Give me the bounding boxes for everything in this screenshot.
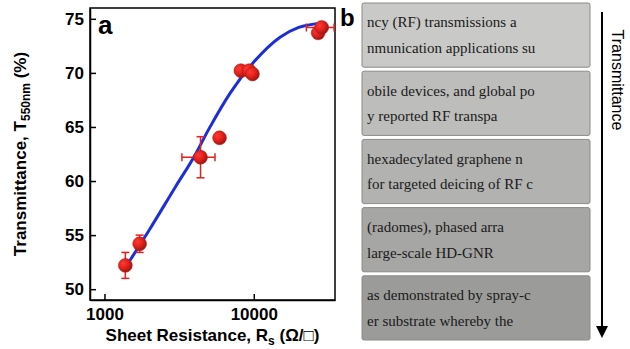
figure: 1000 10000 50 55 60 65 70 75 Sheet Resistance, R… xyxy=(0,0,630,349)
glass-slide: as demonstrated by spray-c er substrate w… xyxy=(362,276,590,340)
axis-title-part: (Ω/□) xyxy=(275,326,320,345)
y-tick-mark xyxy=(90,235,96,237)
panel-a: 1000 10000 50 55 60 65 70 75 Sheet Resistance, R… xyxy=(11,8,336,348)
x-tick-label: 1000 xyxy=(86,305,124,324)
y-tick-label: 50 xyxy=(65,280,84,299)
slide-body xyxy=(362,3,590,67)
slide-text: nmunication applications su xyxy=(367,40,536,56)
panel-b: ncy (RF) transmissions a nmunication appl… xyxy=(340,3,626,340)
y-error-cap xyxy=(121,278,129,280)
y-tick-mark xyxy=(90,289,96,291)
x-tick-label: 10000 xyxy=(231,305,278,324)
glass-slide: obile devices, and global po y reported R… xyxy=(362,71,590,135)
panel-label: b xyxy=(340,4,355,31)
x-axis-title: Sheet Resistance, Rs (Ω/□) xyxy=(106,326,320,348)
panel-label: a xyxy=(98,10,113,40)
x-error-cap xyxy=(181,153,183,161)
y-tick: 65 xyxy=(65,118,96,137)
fit-curve xyxy=(125,23,320,267)
axis-title-part: Transmittance, T xyxy=(11,120,30,256)
data-point xyxy=(315,21,329,35)
slide-body xyxy=(362,139,590,203)
y-tick-label: 65 xyxy=(65,118,84,137)
x-axis: 1000 10000 xyxy=(86,294,335,324)
y-axis-title: Transmittance, T550nm (%) xyxy=(11,52,33,256)
y-tick: 75 xyxy=(65,10,96,29)
y-axis: 50 55 60 65 70 75 xyxy=(65,9,96,301)
data-point xyxy=(133,237,147,251)
axis-title-part: Sheet Resistance, R xyxy=(106,326,269,345)
y-error-cap xyxy=(197,136,205,138)
x-tick: 1000 xyxy=(86,294,124,324)
y-error-cap xyxy=(136,252,144,254)
x-error-cap xyxy=(306,23,308,31)
glass-slide: hexadecylated graphene n for targeted dei… xyxy=(362,139,590,203)
slide-text: large-scale HD-GNR xyxy=(367,245,494,261)
axis-title-part: 550nm xyxy=(19,83,33,121)
y-error-cap xyxy=(136,234,144,236)
slide-text: (radomes), phased arra xyxy=(367,219,504,236)
slide-text: y reported RF transpa xyxy=(367,108,498,124)
x-axis-line xyxy=(91,300,336,302)
y-tick: 70 xyxy=(65,64,96,83)
y-error-cap xyxy=(121,252,129,254)
x-tick-mark xyxy=(254,294,256,300)
slide-text: er substrate whereby the xyxy=(367,313,514,329)
slide-body xyxy=(362,208,590,272)
plot-data xyxy=(118,21,334,279)
glass-slide: (radomes), phased arra large-scale HD-GNR xyxy=(362,208,590,272)
x-error-cap xyxy=(214,153,216,161)
y-tick-mark xyxy=(90,19,96,21)
y-error-cap xyxy=(197,177,205,179)
data-point xyxy=(213,131,227,145)
axis-title-part: (%) xyxy=(11,52,30,83)
data-point xyxy=(246,67,260,81)
slide-text: ncy (RF) transmissions a xyxy=(367,14,517,31)
slide-text: as demonstrated by spray-c xyxy=(367,287,531,303)
slide-body xyxy=(362,71,590,135)
y-tick-label: 55 xyxy=(65,226,84,245)
y-tick-mark xyxy=(90,73,96,75)
slide-text: obile devices, and global po xyxy=(367,83,535,99)
y-axis-line xyxy=(90,9,92,301)
y-tick-mark xyxy=(90,127,96,129)
y-tick-mark xyxy=(90,181,96,183)
slide-text: hexadecylated graphene n xyxy=(367,151,523,167)
slide-text: for targeted deicing of RF c xyxy=(367,176,533,192)
y-tick: 60 xyxy=(65,172,96,191)
y-tick: 55 xyxy=(65,226,96,245)
glass-slide: ncy (RF) transmissions a nmunication appl… xyxy=(362,3,590,67)
x-tick: 10000 xyxy=(231,294,278,324)
data-point xyxy=(118,258,132,272)
y-tick-label: 75 xyxy=(65,10,84,29)
data-point xyxy=(194,150,208,164)
plot-frame xyxy=(90,8,335,300)
arrow-label: Transmittance xyxy=(609,30,626,131)
y-tick-label: 60 xyxy=(65,172,84,191)
slide-body xyxy=(362,276,590,340)
y-tick-label: 70 xyxy=(65,64,84,83)
arrow xyxy=(601,12,603,332)
x-tick-mark xyxy=(104,294,106,300)
y-tick: 50 xyxy=(65,280,96,299)
x-error-cap xyxy=(333,23,335,31)
